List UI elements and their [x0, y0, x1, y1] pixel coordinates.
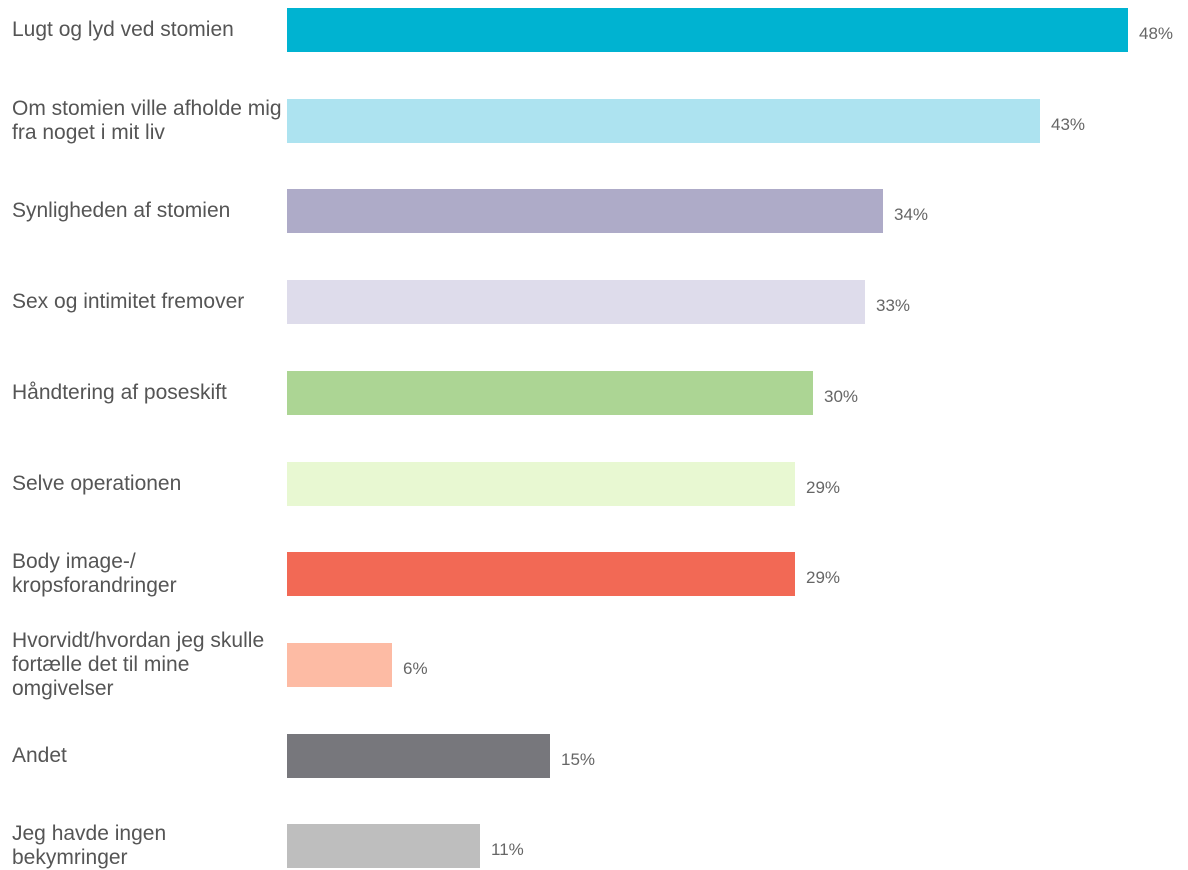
value-label: 29%	[806, 568, 841, 587]
bar	[287, 8, 1128, 52]
bar	[287, 643, 392, 687]
value-label: 29%	[806, 478, 841, 497]
bar	[287, 99, 1040, 143]
bar	[287, 734, 550, 778]
value-label: 30%	[824, 387, 859, 406]
value-label: 6%	[403, 659, 428, 678]
category-label: Hvorvidt/hvordan jeg skulle fortælle det…	[12, 629, 265, 700]
value-label: 48%	[1139, 24, 1174, 43]
category-label: Selve operationen	[12, 472, 182, 495]
category-label: Om stomien ville afholde mig fra noget i…	[12, 97, 282, 144]
bar	[287, 462, 795, 506]
bar	[287, 280, 865, 324]
bar	[287, 552, 795, 596]
category-label: Andet	[12, 744, 67, 767]
category-label: Sex og intimitet fremover	[12, 290, 245, 313]
value-label: 11%	[491, 840, 524, 859]
category-label: Body image-/ kropsforandringer	[12, 550, 177, 597]
value-label: 34%	[894, 205, 929, 224]
value-label: 15%	[561, 750, 596, 769]
category-label: Håndtering af poseskift	[12, 381, 227, 404]
bar	[287, 189, 883, 233]
value-label: 33%	[876, 296, 911, 315]
bar	[287, 824, 480, 868]
category-label: Synligheden af stomien	[12, 199, 231, 222]
category-label: Jeg havde ingen bekymringer	[12, 822, 167, 869]
bar	[287, 371, 813, 415]
category-label: Lugt og lyd ved stomien	[12, 18, 234, 41]
value-label: 43%	[1051, 115, 1086, 134]
